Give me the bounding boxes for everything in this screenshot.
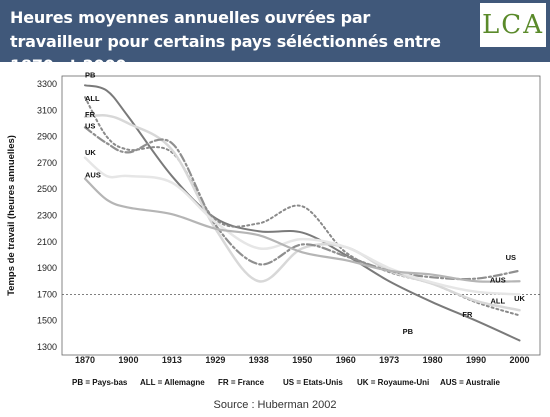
x-tick-label: 1938 [249, 355, 269, 365]
series-label: ALL [85, 94, 100, 103]
x-tick-label: 1870 [75, 355, 95, 365]
series-label: FR [462, 310, 473, 319]
title-banner: Heures moyennes annuelles ouvrées par tr… [0, 0, 550, 75]
series-label: US [506, 253, 516, 262]
y-tick-label: 2100 [37, 237, 57, 247]
legend-entry: ALL = Allemagne [140, 378, 205, 387]
series-label: AUS [85, 170, 101, 179]
legend-entry: UK = Royaume-Uni [357, 378, 429, 387]
line-chart: 1300 1500 1700 1900 2100 2300 2500 2700 2900 3100… [6, 70, 541, 387]
logo-text: LCA [482, 10, 544, 40]
legend-entry: US = Etats-Unis [283, 378, 343, 387]
series-label: PB [85, 70, 96, 79]
chart-panel: 1300 1500 1700 1900 2100 2300 2500 2700 2900 3100… [0, 62, 550, 399]
series-label: UK [514, 294, 525, 303]
y-tick-label: 3100 [37, 105, 57, 115]
series-label: AUS [490, 276, 506, 285]
series-line-fr [83, 114, 521, 312]
legend-entry: AUS = Australie [440, 378, 500, 387]
legend-entry: FR = France [218, 378, 265, 387]
y-tick-label: 2700 [37, 158, 57, 168]
series-label: ALL [491, 297, 506, 306]
series-label: FR [85, 110, 96, 119]
x-tick-label: 2000 [510, 355, 530, 365]
x-tick-label: 1929 [205, 355, 225, 365]
source-caption: Source : Huberman 2002 [213, 399, 337, 411]
lca-logo: LCA [480, 3, 546, 47]
y-tick-label: 1700 [37, 289, 57, 299]
series-label: US [85, 122, 95, 131]
y-tick-label: 1300 [37, 342, 57, 352]
series-line-uk [83, 156, 521, 296]
x-tick-label: 1900 [118, 355, 138, 365]
series-line-us [83, 126, 521, 281]
y-tick-label: 1500 [37, 316, 57, 326]
y-tick-label: 3300 [37, 79, 57, 89]
y-axis-label: Temps de travail (heures annuelles) [6, 135, 17, 296]
series-line-pb [84, 84, 521, 342]
series-line-all [84, 96, 521, 317]
x-tick-label: 1913 [162, 355, 182, 365]
series-line-aus [83, 177, 521, 283]
series-label: PB [403, 327, 414, 336]
y-tick-label: 2500 [37, 184, 57, 194]
y-tick-label: 2900 [37, 132, 57, 142]
x-tick-label: 1980 [423, 355, 443, 365]
series-label: UK [85, 148, 96, 157]
y-tick-label: 2300 [37, 211, 57, 221]
y-tick-label: 1900 [37, 263, 57, 273]
x-tick-label: 1990 [466, 355, 486, 365]
x-tick-label: 1973 [379, 355, 399, 365]
legend-entry: PB = Pays-bas [72, 378, 128, 387]
plot-frame [61, 75, 541, 356]
x-tick-label: 1950 [292, 355, 312, 365]
x-tick-label: 1960 [336, 355, 356, 365]
